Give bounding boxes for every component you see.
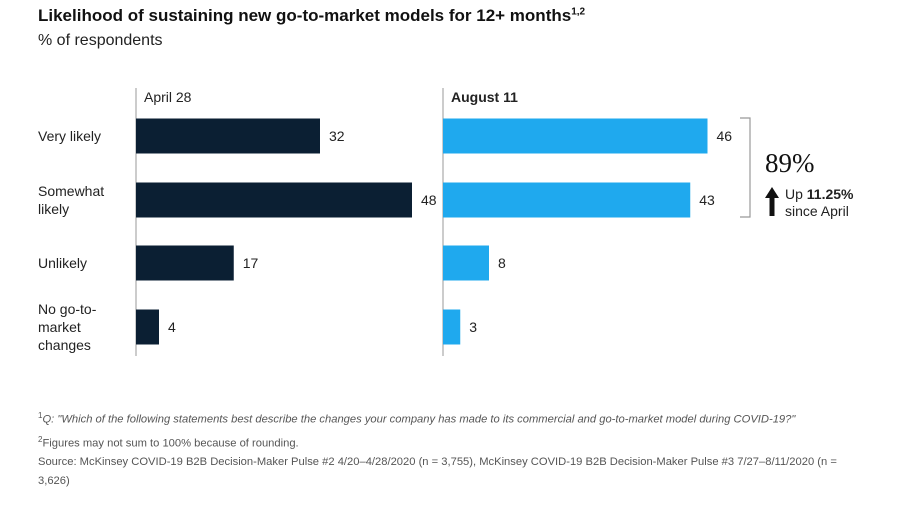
bar [136, 118, 320, 154]
bar [443, 245, 489, 281]
data-label: 48 [421, 192, 437, 208]
chart-subtitle: % of respondents [38, 32, 163, 49]
callout-change: Up 11.25% [785, 186, 854, 202]
data-label: 3 [469, 319, 477, 335]
up-arrow-icon [765, 187, 779, 216]
bar [136, 182, 412, 218]
chart-title: Likelihood of sustaining new go-to-marke… [38, 6, 586, 25]
bracket [740, 117, 751, 218]
bar [443, 309, 461, 345]
footnotes: 1Q: "Which of the following statements b… [38, 406, 868, 491]
series-label-april: April 28 [144, 89, 192, 105]
bar [136, 309, 159, 345]
bar [443, 182, 691, 218]
category-label: Somewhat likely [38, 183, 104, 217]
data-label: 17 [243, 255, 259, 271]
data-label: 8 [498, 255, 506, 271]
category-label: Very likely [38, 128, 101, 144]
bar [443, 118, 708, 154]
data-label: 46 [717, 128, 733, 144]
bar-chart: April 28 32 48 17 4 August 11 46 43 8 3 Very likel… [38, 88, 854, 356]
footnote-2: 2Figures may not sum to 100% because of … [38, 434, 299, 450]
bar [136, 245, 234, 281]
footnote-1: 1Q: "Which of the following statements b… [38, 411, 796, 426]
data-label: 43 [699, 192, 715, 208]
category-label: No go-to-market changes [38, 301, 97, 353]
callout-percent: 89% [765, 148, 815, 178]
title-footnote-marker: 1,2 [571, 6, 586, 18]
callout-since: since April [785, 203, 849, 219]
data-label: 32 [329, 128, 345, 144]
source-note: Source: McKinsey COVID-19 B2B Decision-M… [38, 456, 837, 488]
category-label: Unlikely [38, 255, 87, 271]
series-label-august: August 11 [451, 89, 518, 105]
data-label: 4 [168, 319, 176, 335]
